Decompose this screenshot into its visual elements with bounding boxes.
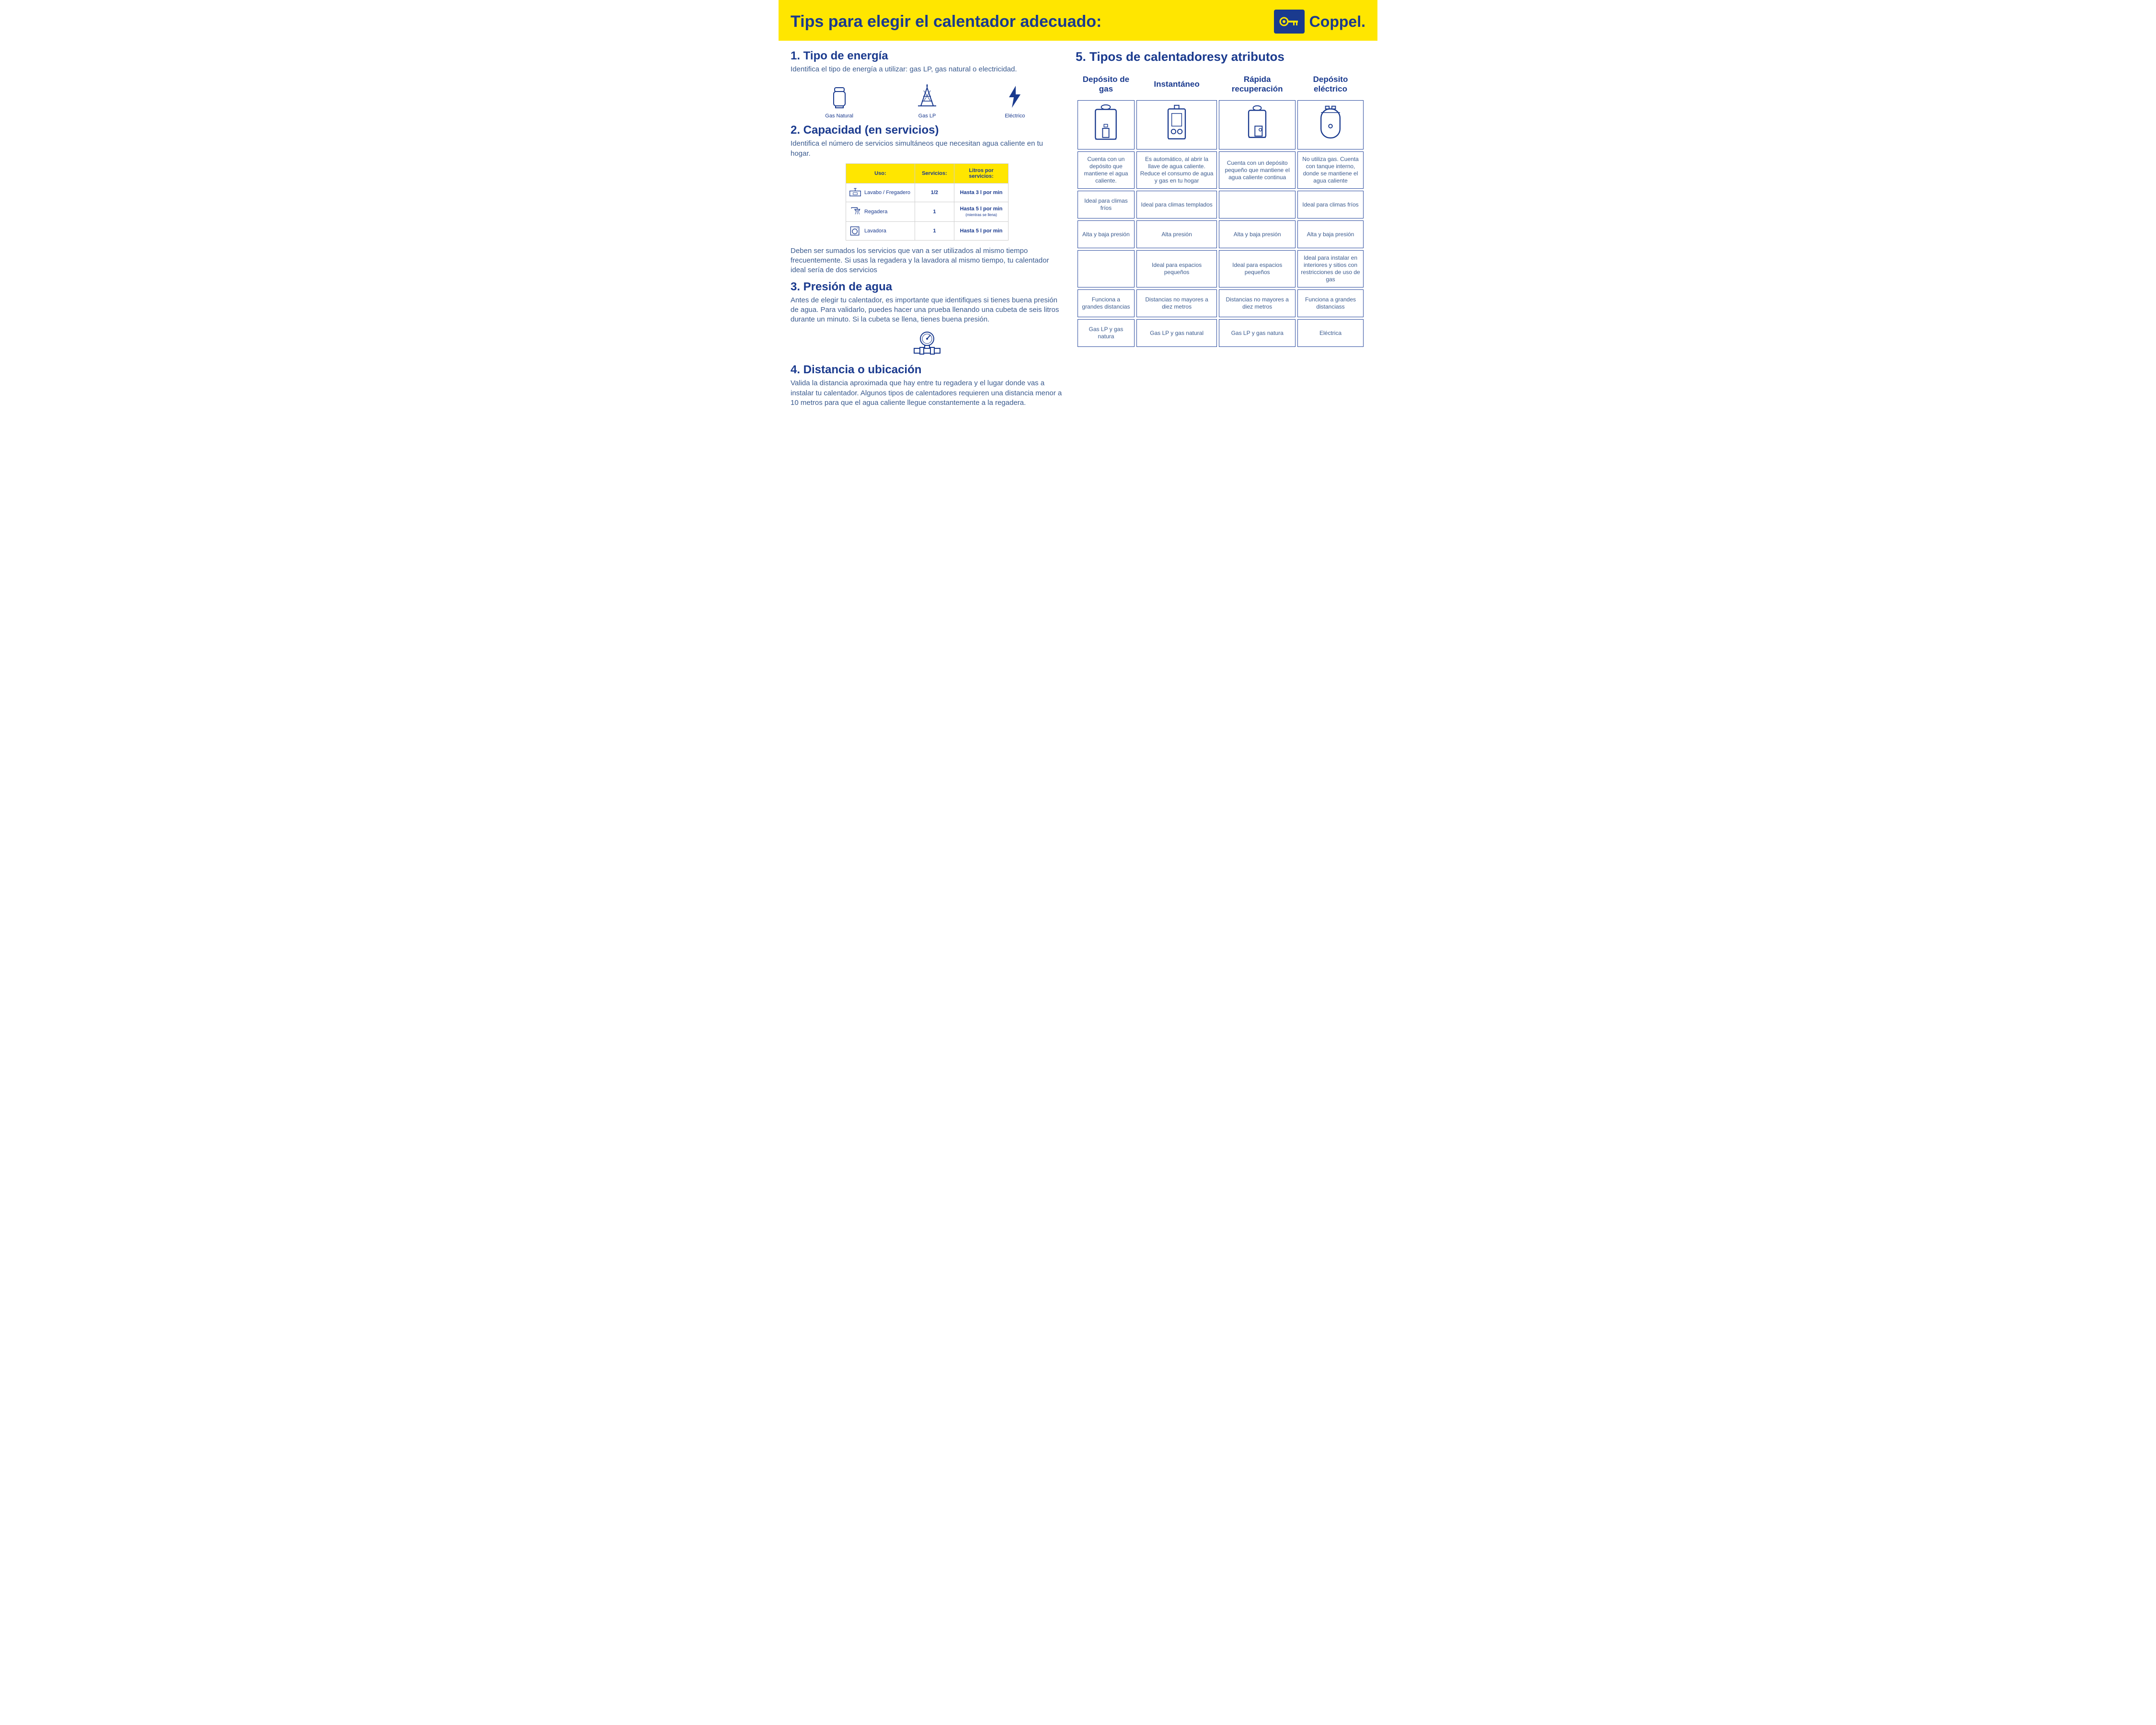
energy-gas-lp: Gas LP — [894, 82, 961, 119]
sink-icon — [849, 187, 861, 198]
section2-title: 2. Capacidad (en servicios) — [791, 124, 1064, 137]
heater-electrico-icon — [1297, 100, 1364, 150]
energy-electric: Eléctrico — [981, 85, 1048, 119]
energy-types-row: Gas Natural Gas LP Eléctrico — [791, 79, 1064, 124]
section5-title: 5. Tipos de calentadoresy atributos — [1076, 49, 1365, 64]
attr-cell: Ideal para climas fríos — [1078, 191, 1135, 218]
table-row — [1078, 100, 1364, 150]
litros-value: Hasta 5 l por min — [960, 206, 1003, 212]
col-header: Depósito eléctrico — [1297, 73, 1364, 98]
serv-value: 1/2 — [931, 190, 938, 196]
heater-rapida-icon — [1219, 100, 1296, 150]
attr-cell: Distancias no mayores a diez metros — [1219, 289, 1296, 317]
gauge-icon — [791, 329, 1064, 358]
attr-cell: Ideal para espacios pequeños — [1136, 250, 1217, 288]
page-title: Tips para elegir el calentador adecuado: — [791, 12, 1101, 31]
energy-gas-natural: Gas Natural — [806, 85, 873, 119]
uso-label: Regadera — [864, 209, 887, 215]
litros-note: (mientras se llena) — [965, 213, 997, 217]
litros-value: Hasta 5 l por min — [960, 228, 1003, 234]
attr-cell: Alta y baja presión — [1219, 220, 1296, 248]
section1-title: 1. Tipo de energía — [791, 49, 1064, 63]
attr-cell: Cuenta con un depósito que mantiene el a… — [1078, 151, 1135, 189]
attr-cell — [1078, 250, 1135, 288]
attr-cell: Ideal para climas fríos — [1297, 191, 1364, 218]
attr-cell: Alta presión — [1136, 220, 1217, 248]
table-row: Cuenta con un depósito que mantiene el a… — [1078, 151, 1364, 189]
col-header: Instantáneo — [1136, 73, 1217, 98]
attr-cell: Cuenta con un depósito pequeño que manti… — [1219, 151, 1296, 189]
th-litros: Litros por servicios: — [954, 163, 1008, 183]
col-header: Depósito de gas — [1078, 73, 1135, 98]
right-column: 5. Tipos de calentadoresy atributos Depó… — [1076, 49, 1365, 413]
section3-title: 3. Presión de agua — [791, 280, 1064, 294]
section2-desc: Identifica el número de servicios simult… — [791, 139, 1064, 159]
th-uso: Uso: — [846, 163, 915, 183]
attr-cell: Distancias no mayores a diez metros — [1136, 289, 1217, 317]
serv-value: 1 — [933, 228, 936, 234]
table-row: Lavabo / Fregadero 1/2 Hasta 3 l por min — [846, 183, 1009, 202]
capacity-table: Uso: Servicios: Litros por servicios: La… — [846, 163, 1009, 241]
energy-label: Gas LP — [894, 113, 961, 119]
section3-desc: Antes de elegir tu calentador, es import… — [791, 296, 1064, 325]
uso-label: Lavabo / Fregadero — [864, 190, 910, 196]
attr-cell: Funciona a grandes distancias — [1078, 289, 1135, 317]
attr-cell: Alta y baja presión — [1297, 220, 1364, 248]
attr-cell: Ideal para espacios pequeños — [1219, 250, 1296, 288]
table-row: Lavadora 1 Hasta 5 l por min — [846, 221, 1009, 240]
section1-desc: Identifica el tipo de energía a utilizar… — [791, 65, 1064, 74]
table-row: Gas LP y gas naturaGas LP y gas naturalG… — [1078, 319, 1364, 347]
shower-icon — [849, 207, 861, 217]
litros-value: Hasta 3 l por min — [960, 190, 1003, 196]
table-row: Ideal para espacios pequeñosIdeal para e… — [1078, 250, 1364, 288]
attr-cell: Eléctrica — [1297, 319, 1364, 347]
gas-tank-icon — [830, 85, 849, 109]
key-icon — [1274, 10, 1305, 34]
attr-cell: Alta y baja presión — [1078, 220, 1135, 248]
section4-title: 4. Distancia o ubicación — [791, 363, 1064, 377]
section2-note: Deben ser sumados los servicios que van … — [791, 246, 1064, 276]
attr-cell: Gas LP y gas natura — [1078, 319, 1135, 347]
table-row: Regadera 1 Hasta 5 l por min(mientras se… — [846, 202, 1009, 221]
left-column: 1. Tipo de energía Identifica el tipo de… — [791, 49, 1064, 413]
oil-rig-icon — [915, 82, 939, 109]
energy-label: Eléctrico — [981, 113, 1048, 119]
col-header: Rápida recuperación — [1219, 73, 1296, 98]
brand-logo: Coppel. — [1274, 10, 1365, 34]
attr-cell: Gas LP y gas natura — [1219, 319, 1296, 347]
table-row: Funciona a grandes distanciasDistancias … — [1078, 289, 1364, 317]
attr-cell: Gas LP y gas natural — [1136, 319, 1217, 347]
header: Tips para elegir el calentador adecuado:… — [779, 0, 1377, 41]
section4-desc: Valida la distancia aproximada que hay e… — [791, 379, 1064, 408]
brand-name: Coppel. — [1309, 13, 1365, 31]
attributes-table: Depósito de gas Instantáneo Rápida recup… — [1076, 71, 1365, 349]
washer-icon — [849, 226, 861, 236]
attr-cell: Es automático, al abrir la llave de agua… — [1136, 151, 1217, 189]
attr-cell: Funciona a grandes distanciass — [1297, 289, 1364, 317]
uso-label: Lavadora — [864, 228, 886, 234]
heater-instantaneo-icon — [1136, 100, 1217, 150]
attr-cell: Ideal para climas templados — [1136, 191, 1217, 218]
attr-cell — [1219, 191, 1296, 218]
attr-cell: No utiliza gas. Cuenta con tanque intern… — [1297, 151, 1364, 189]
lightning-icon — [1005, 85, 1024, 109]
energy-label: Gas Natural — [806, 113, 873, 119]
heater-deposito-gas-icon — [1078, 100, 1135, 150]
th-servicios: Servicios: — [915, 163, 954, 183]
serv-value: 1 — [933, 209, 936, 215]
main-content: 1. Tipo de energía Identifica el tipo de… — [779, 41, 1377, 422]
table-row: Ideal para climas fríosIdeal para climas… — [1078, 191, 1364, 218]
attr-cell: Ideal para instalar en interiores y siti… — [1297, 250, 1364, 288]
table-row: Alta y baja presiónAlta presiónAlta y ba… — [1078, 220, 1364, 248]
